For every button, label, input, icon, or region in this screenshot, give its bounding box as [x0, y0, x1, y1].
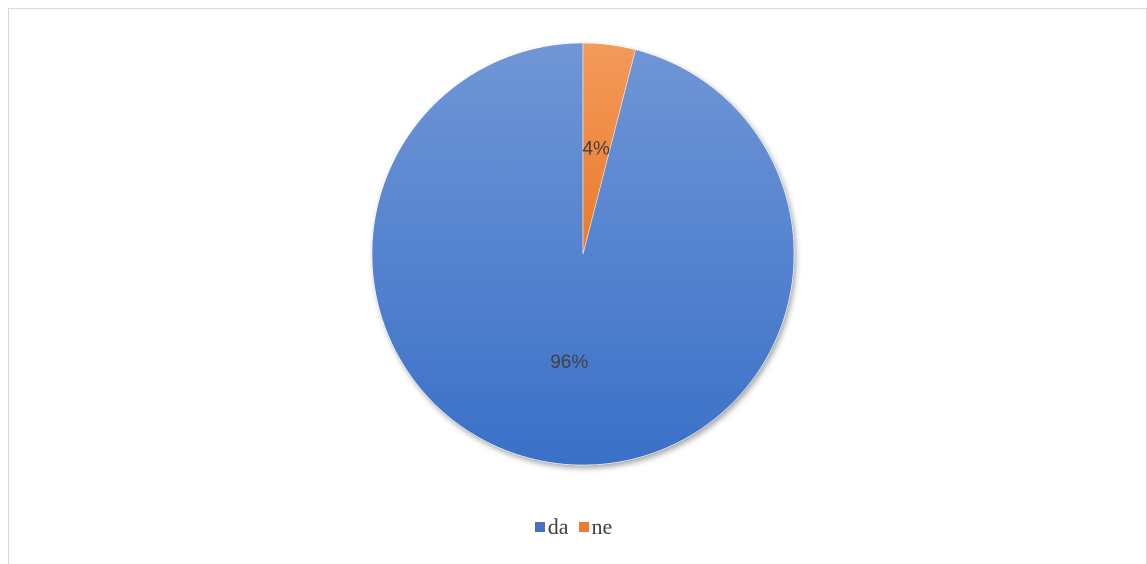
- legend-item-ne: ne: [578, 514, 613, 540]
- legend-label-da: da: [547, 514, 569, 539]
- legend-item-da: da: [534, 514, 569, 540]
- legend-swatch-da: [534, 522, 545, 532]
- legend-label-ne: ne: [591, 514, 613, 539]
- data-label-ne: 4%: [582, 138, 610, 159]
- pie-slices: [371, 42, 795, 466]
- legend-swatch-ne: [578, 522, 589, 532]
- pie-data-labels: 96% 4%: [550, 138, 610, 373]
- legend: da ne: [0, 514, 1147, 540]
- data-label-da: 96%: [550, 352, 588, 373]
- pie-slice-ne: [582, 42, 636, 255]
